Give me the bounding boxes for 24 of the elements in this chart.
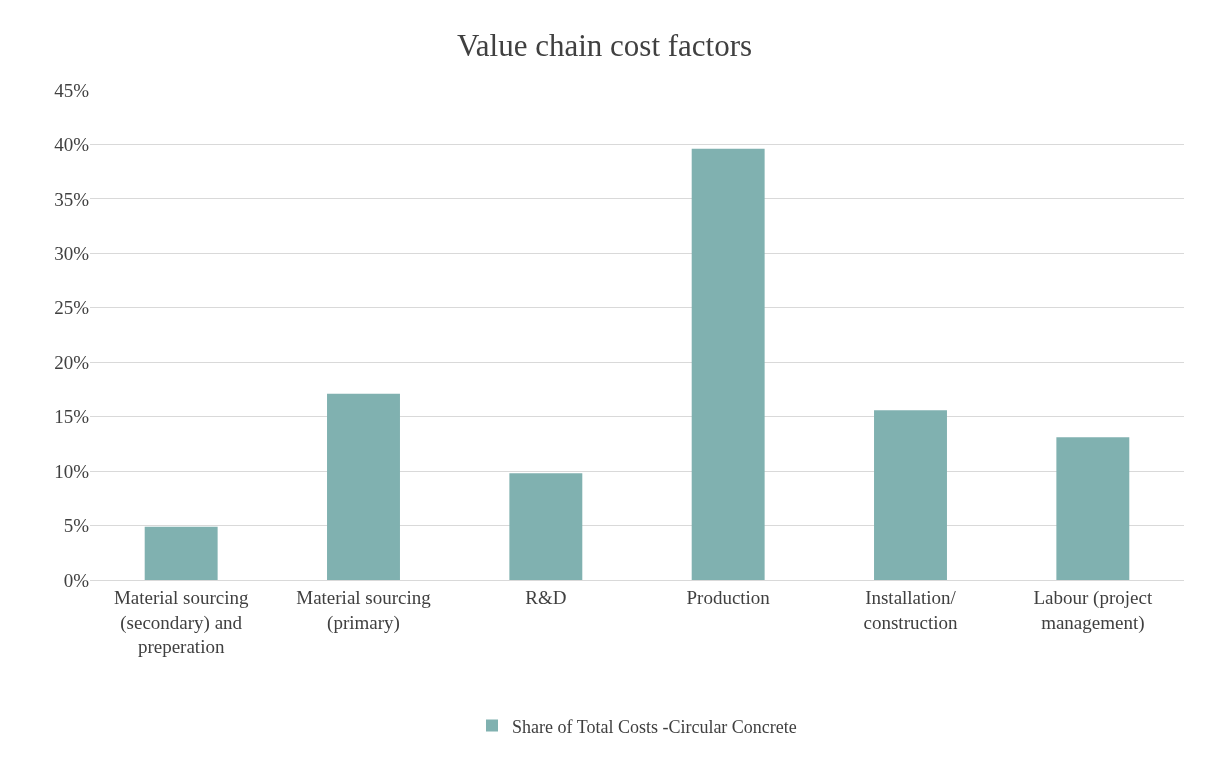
x-tick-label: Production — [686, 586, 771, 608]
y-tick-label: 20% — [54, 351, 90, 373]
y-tick-label: 0% — [63, 569, 90, 591]
x-tick-label: R&D — [525, 586, 567, 608]
y-tick-label: 40% — [54, 134, 90, 156]
x-tick-label: Material sourcing (primary) — [296, 586, 432, 634]
bar — [874, 410, 947, 580]
y-tick-label: 5% — [63, 515, 90, 537]
y-tick-label: 30% — [54, 242, 90, 264]
bar — [691, 148, 765, 580]
bar — [327, 393, 400, 580]
x-tick-label: Material sourcing (secondary) and preperation — [113, 586, 249, 658]
x-tick-label: Installation/ construction — [863, 586, 958, 633]
bar — [144, 526, 218, 580]
x-tick-label: Labour (project management) — [1033, 586, 1153, 634]
bar — [509, 473, 583, 580]
y-tick-label: 25% — [54, 297, 90, 319]
bar — [1056, 437, 1130, 580]
y-tick-label: 15% — [54, 406, 90, 428]
chart-title: Value chain cost factors — [456, 27, 753, 63]
y-tick-label: 35% — [54, 188, 90, 210]
legend-label: Share of Total Costs -Circular Concrete — [512, 716, 797, 737]
y-tick-label: 10% — [54, 460, 90, 482]
y-tick-label: 45% — [54, 79, 90, 101]
